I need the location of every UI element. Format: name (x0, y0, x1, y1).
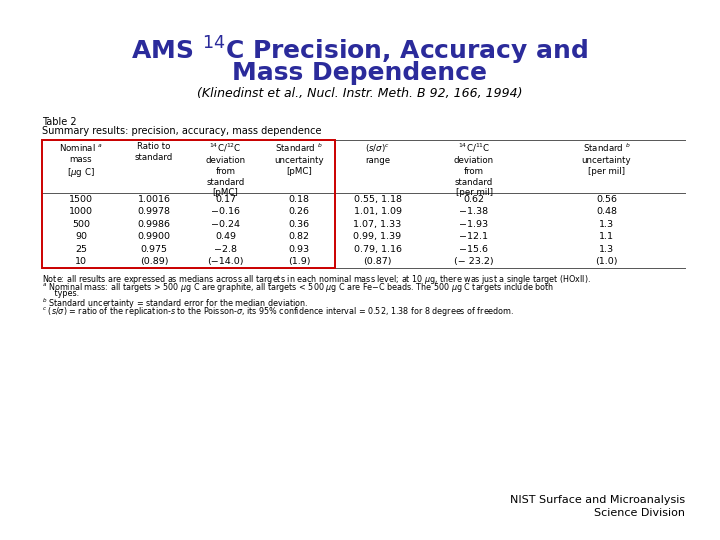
Text: 1000: 1000 (69, 207, 93, 216)
Text: 1.1: 1.1 (599, 232, 614, 241)
Text: 1.3: 1.3 (599, 245, 614, 254)
Text: (− 23.2): (− 23.2) (454, 257, 494, 266)
Text: (1.0): (1.0) (595, 257, 618, 266)
Text: AMS $^{14}$C Precision, Accuracy and: AMS $^{14}$C Precision, Accuracy and (132, 35, 588, 67)
Text: 1.0016: 1.0016 (138, 195, 171, 204)
Text: 0.82: 0.82 (289, 232, 310, 241)
Text: (Klinedinst et al., Nucl. Instr. Meth. B 92, 166, 1994): (Klinedinst et al., Nucl. Instr. Meth. B… (197, 87, 523, 100)
Text: −15.6: −15.6 (459, 245, 488, 254)
Text: 0.99, 1.39: 0.99, 1.39 (354, 232, 402, 241)
Text: Ratio to
standard: Ratio to standard (135, 142, 173, 162)
Text: Mass Dependence: Mass Dependence (233, 61, 487, 85)
Text: Summary results: precision, accuracy, mass dependence: Summary results: precision, accuracy, ma… (42, 126, 322, 136)
Text: 10: 10 (75, 257, 87, 266)
Text: 0.49: 0.49 (215, 232, 236, 241)
Text: $(s/\sigma)^c$
range: $(s/\sigma)^c$ range (365, 142, 390, 165)
Text: 1.01, 1.09: 1.01, 1.09 (354, 207, 402, 216)
Text: 1500: 1500 (69, 195, 93, 204)
Text: (−14.0): (−14.0) (207, 257, 244, 266)
Text: $^{14}$C/$^{12}$C
deviation
from
standard
[pMC]: $^{14}$C/$^{12}$C deviation from standar… (205, 142, 246, 198)
Text: types.: types. (42, 289, 79, 298)
Text: 0.17: 0.17 (215, 195, 236, 204)
Text: 500: 500 (72, 220, 90, 229)
Text: $^b$ Standard uncertainty = standard error for the median deviation.: $^b$ Standard uncertainty = standard err… (42, 297, 308, 312)
Text: 0.9986: 0.9986 (138, 220, 171, 229)
Text: −0.24: −0.24 (211, 220, 240, 229)
Text: 0.55, 1.18: 0.55, 1.18 (354, 195, 402, 204)
Text: 25: 25 (75, 245, 87, 254)
Text: −2.8: −2.8 (214, 245, 237, 254)
Text: 0.9978: 0.9978 (138, 207, 171, 216)
Text: 0.26: 0.26 (289, 207, 310, 216)
Text: (1.9): (1.9) (288, 257, 310, 266)
Text: 0.62: 0.62 (464, 195, 485, 204)
Text: 0.93: 0.93 (289, 245, 310, 254)
Text: $^{14}$C/$^{11}$C
deviation
from
standard
[per mil]: $^{14}$C/$^{11}$C deviation from standar… (454, 142, 494, 198)
Text: 0.9900: 0.9900 (138, 232, 171, 241)
Text: −1.38: −1.38 (459, 207, 489, 216)
Text: 90: 90 (75, 232, 87, 241)
Text: 0.18: 0.18 (289, 195, 310, 204)
Text: (0.89): (0.89) (140, 257, 168, 266)
Text: 0.56: 0.56 (596, 195, 617, 204)
Text: $^c$ $(s/\sigma)$ = ratio of the replication-$s$ to the Poisson-$\sigma$, its 95: $^c$ $(s/\sigma)$ = ratio of the replica… (42, 305, 514, 318)
Text: Standard $^b$
uncertainty
[pMC]: Standard $^b$ uncertainty [pMC] (274, 142, 324, 176)
Text: (0.87): (0.87) (364, 257, 392, 266)
Text: −1.93: −1.93 (459, 220, 489, 229)
Text: −12.1: −12.1 (459, 232, 488, 241)
Text: 0.48: 0.48 (596, 207, 617, 216)
Text: 0.79, 1.16: 0.79, 1.16 (354, 245, 402, 254)
Text: $^a$ Nominal mass: all targets > 500 $\mu$g C are graphite, all targets < 500 $\: $^a$ Nominal mass: all targets > 500 $\m… (42, 281, 554, 294)
Bar (42, 140, 335, 268)
Text: 1.3: 1.3 (599, 220, 614, 229)
Text: NIST Surface and Microanalysis
Science Division: NIST Surface and Microanalysis Science D… (510, 495, 685, 518)
Text: −0.16: −0.16 (211, 207, 240, 216)
Text: 0.975: 0.975 (140, 245, 168, 254)
Text: Standard $^b$
uncertainty
[per mil]: Standard $^b$ uncertainty [per mil] (582, 142, 631, 176)
Text: Table 2: Table 2 (42, 117, 76, 127)
Text: Note: all results are expressed as medians across all targets in each nominal ma: Note: all results are expressed as media… (42, 273, 591, 286)
Text: 1.07, 1.33: 1.07, 1.33 (354, 220, 402, 229)
Text: 0.36: 0.36 (289, 220, 310, 229)
Text: Nominal $^a$
mass
[$\mu$g C]: Nominal $^a$ mass [$\mu$g C] (59, 142, 103, 179)
